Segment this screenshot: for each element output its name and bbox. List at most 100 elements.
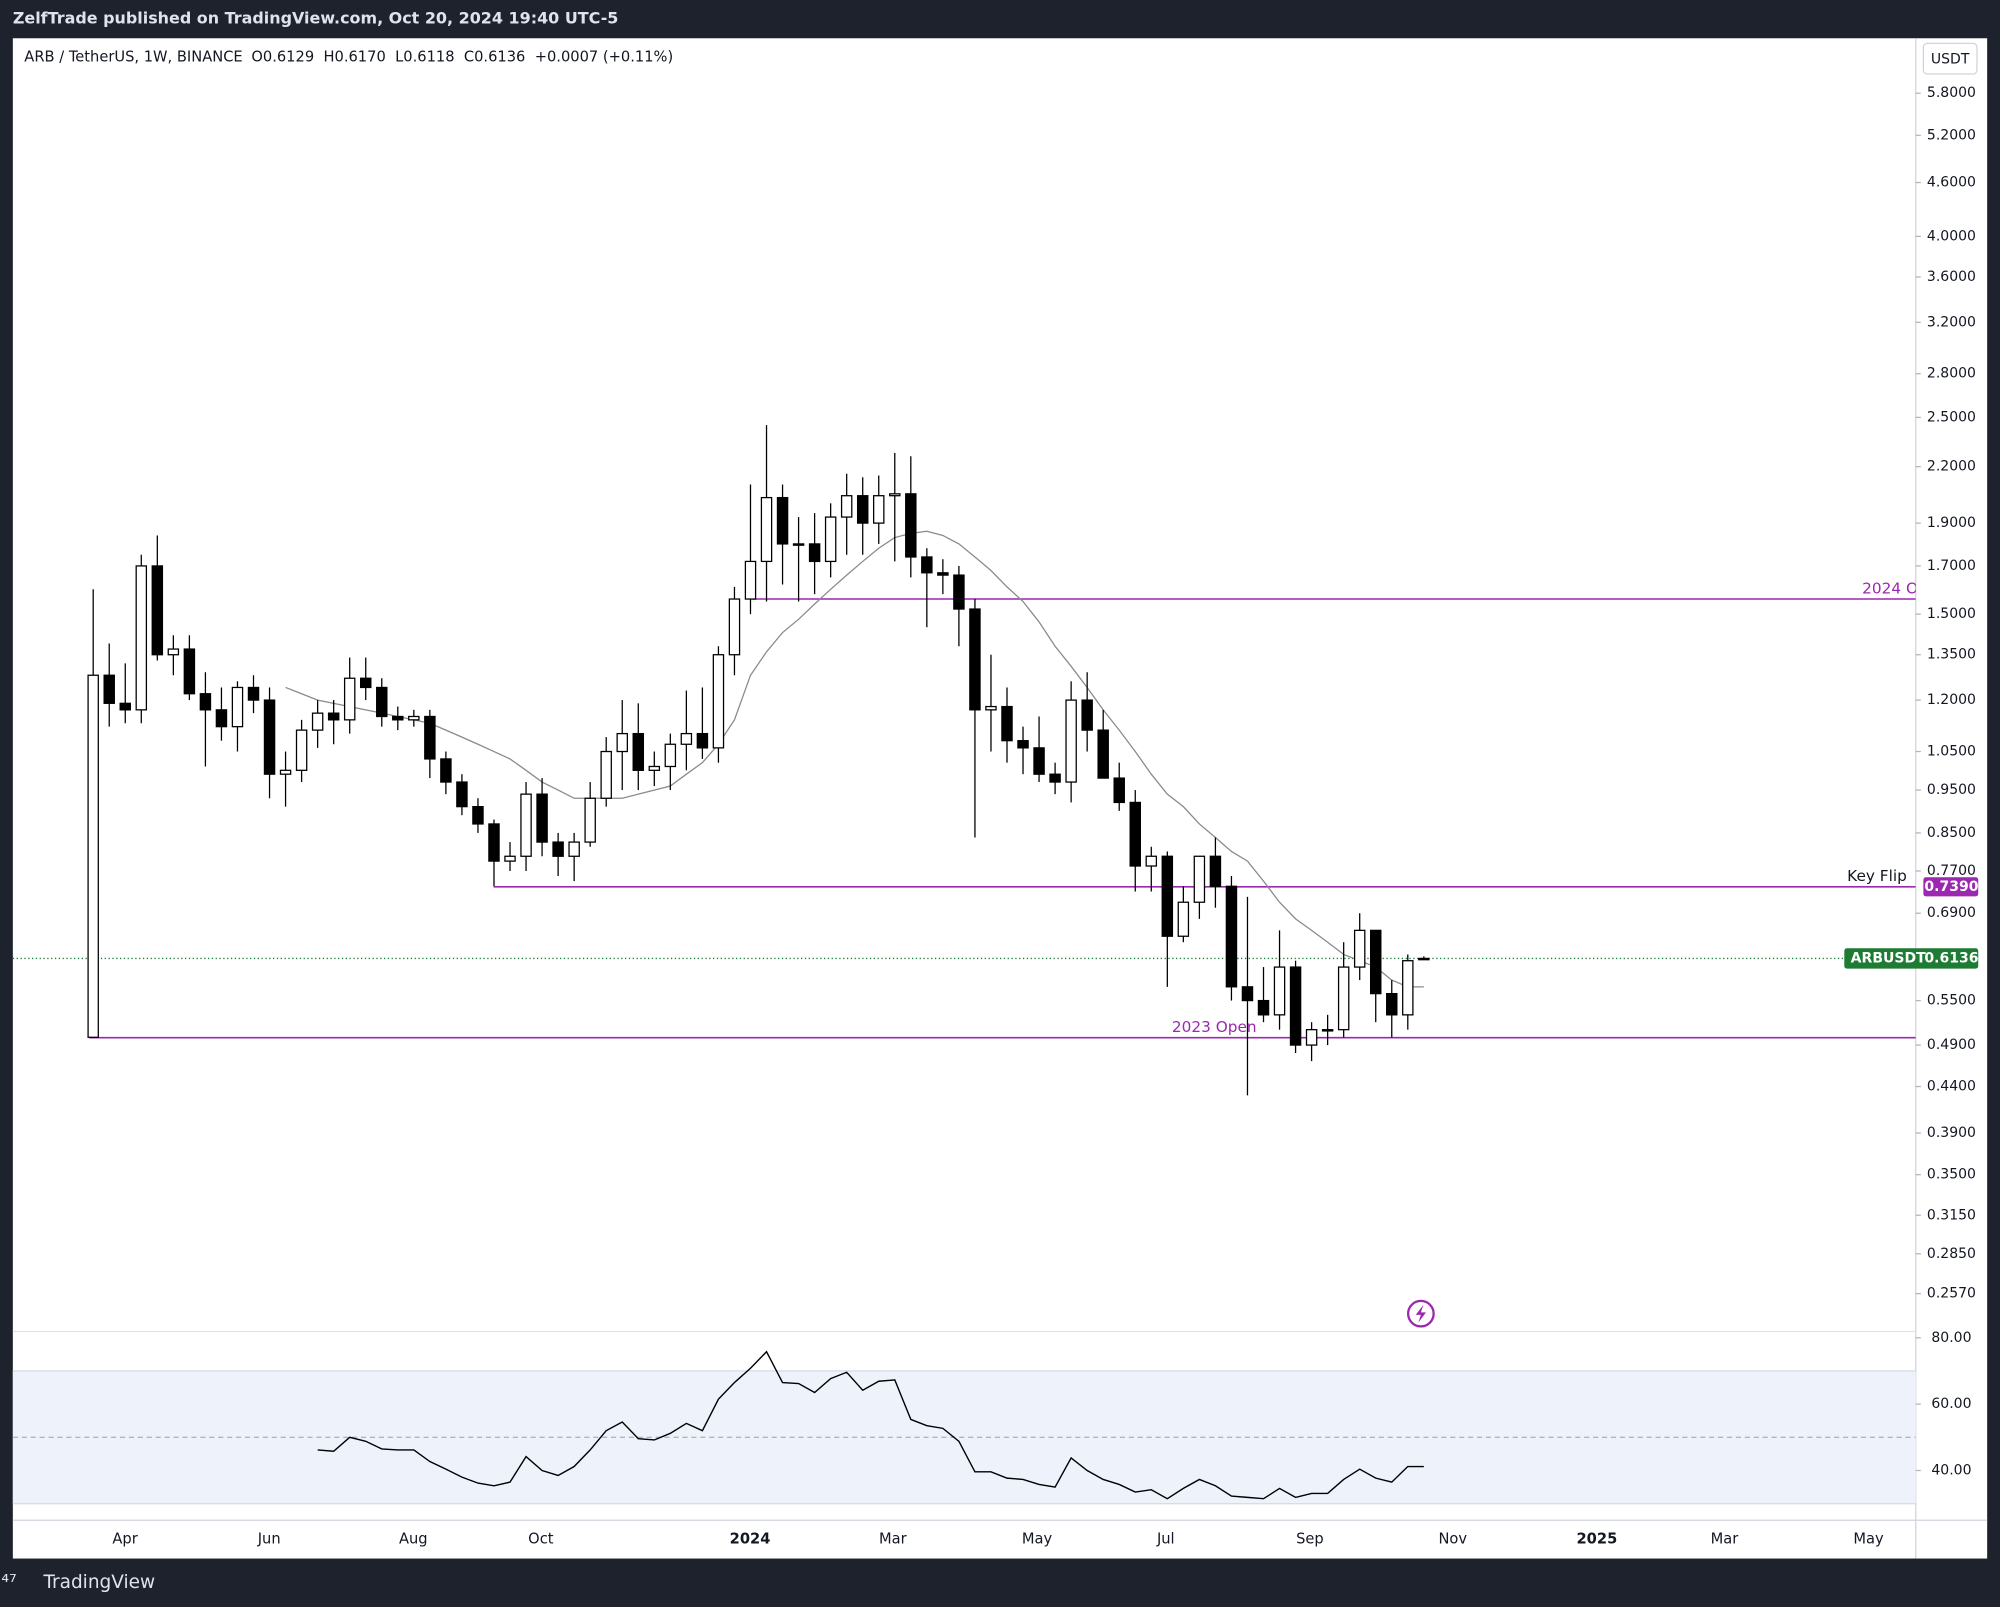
candle-body (824, 516, 837, 563)
y-tick-label: 3.2000 (1927, 314, 1976, 330)
candle-body (135, 565, 148, 711)
y-tick-label: 4.6000 (1927, 175, 1976, 191)
candle-body (311, 712, 324, 731)
candle-body (1001, 705, 1013, 742)
y-tick-label: 0.5500 (1927, 993, 1976, 1009)
y-tick-label: 2.2000 (1927, 459, 1976, 475)
candle-body (600, 750, 612, 799)
x-tick-label: Nov (1438, 1530, 1467, 1547)
level-price-label: 0.7390 (1924, 879, 1978, 895)
y-tick-label: 1.3500 (1927, 647, 1976, 663)
chart-area (12, 38, 1988, 1559)
rsi-y-tick-label: 80.00 (1931, 1330, 1971, 1346)
x-tick-label: Sep (1296, 1530, 1324, 1547)
y-tick-label: 2.8000 (1927, 366, 1976, 382)
candle-body (856, 495, 869, 524)
y-tick-label: 4.0000 (1927, 228, 1976, 244)
candle-body (183, 648, 196, 695)
candle-body (969, 608, 981, 711)
y-tick-label: 5.2000 (1927, 127, 1976, 143)
candle-body (456, 781, 468, 808)
alert-icon[interactable] (1406, 1299, 1435, 1328)
candle-body (985, 705, 997, 711)
candle-body (1402, 960, 1414, 1016)
y-tick-label: 1.5000 (1927, 606, 1976, 622)
candle-body (1049, 773, 1061, 783)
candle-body (1129, 801, 1141, 867)
candle-body (792, 543, 805, 546)
x-tick-label: Jun (257, 1530, 281, 1547)
candle-body (1241, 986, 1254, 1002)
candle-body (1386, 993, 1398, 1016)
y-tick-label: 0.2850 (1927, 1246, 1976, 1262)
x-tick-label: Jul (1156, 1530, 1175, 1547)
y-tick-label: 5.8000 (1927, 85, 1976, 101)
candle-body (1145, 855, 1158, 867)
candle-body (263, 699, 276, 775)
candle-body (584, 797, 596, 843)
candle-body (728, 598, 741, 656)
y-tick-label: 0.9500 (1927, 782, 1976, 798)
candle-body (1113, 777, 1125, 804)
candle-body (488, 823, 500, 862)
candle-body (905, 493, 917, 558)
unit-button[interactable] (1922, 42, 1978, 75)
candle-body (712, 654, 725, 749)
candle-body (1097, 729, 1109, 779)
candle-body (167, 648, 180, 656)
candle-body (343, 677, 356, 721)
candle-body (1305, 1029, 1318, 1046)
candle-body (552, 841, 564, 857)
footer-logo-mark: ⁴⁷ (1, 1570, 16, 1593)
candle-body (103, 674, 115, 704)
y-tick-label: 0.4400 (1927, 1079, 1976, 1095)
y-tick-label: 1.7000 (1927, 558, 1976, 574)
rsi-line (317, 1350, 1424, 1500)
y-tick-label: 0.4900 (1927, 1037, 1976, 1053)
x-tick-label: Mar (879, 1530, 908, 1547)
candle-body (376, 686, 388, 718)
candle-body (680, 732, 693, 745)
candle-body (1033, 747, 1045, 775)
candle-body (119, 702, 131, 711)
y-tick-label: 0.8500 (1927, 825, 1976, 841)
candle-body (632, 732, 645, 771)
level-price-tag (1923, 877, 1979, 897)
candle-body (1369, 929, 1382, 995)
candle-body (1337, 966, 1350, 1031)
candle-body (1353, 929, 1366, 968)
unit-label: USDT (1931, 51, 1970, 67)
candle-body (1017, 740, 1029, 749)
candle-body (808, 543, 821, 563)
x-tick-label: Oct (528, 1530, 554, 1547)
candle-body (953, 574, 965, 610)
candle-body (151, 565, 164, 656)
candle-body (215, 709, 228, 728)
candle-body (279, 769, 292, 775)
publish-info: ZelfTrade published on TradingView.com, … (13, 9, 619, 28)
candle-body (408, 715, 420, 721)
y-tick-label: 1.9000 (1927, 515, 1976, 531)
icon-bolt (1415, 1304, 1426, 1323)
y-tick-label: 1.0500 (1927, 744, 1976, 760)
candle-body (937, 572, 949, 576)
moving-average (285, 530, 1424, 988)
y-tick-label: 2.5000 (1927, 409, 1976, 425)
candle-body (327, 712, 340, 721)
candle-body (1418, 957, 1430, 961)
candle-body (424, 715, 436, 760)
y-tick-label: 0.3500 (1927, 1167, 1976, 1183)
level-label: 2023 Open (1172, 1018, 1257, 1036)
candle-body (648, 765, 661, 771)
x-tick-label: 2024 (730, 1530, 771, 1547)
level-label: Key Flip (1847, 867, 1907, 885)
candle-body (1065, 699, 1077, 783)
candle-body (664, 743, 677, 768)
last-price-value: 0.6136 (1924, 950, 1978, 966)
candle-body (840, 495, 853, 518)
x-tick-label: May (1022, 1530, 1053, 1547)
y-tick-label: 0.7700 (1927, 863, 1976, 879)
candle-body (536, 793, 548, 843)
candle-body (776, 496, 789, 545)
